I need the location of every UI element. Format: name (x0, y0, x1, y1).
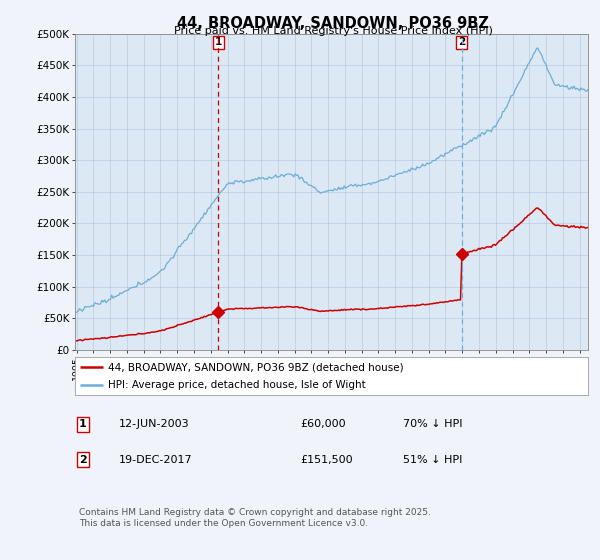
Text: 51% ↓ HPI: 51% ↓ HPI (403, 455, 463, 465)
Text: 1: 1 (79, 419, 87, 429)
Text: 2: 2 (79, 455, 87, 465)
Text: 1: 1 (215, 38, 222, 48)
Text: HPI: Average price, detached house, Isle of Wight: HPI: Average price, detached house, Isle… (109, 380, 366, 390)
Text: Contains HM Land Registry data © Crown copyright and database right 2025.
This d: Contains HM Land Registry data © Crown c… (79, 508, 431, 528)
Text: 12-JUN-2003: 12-JUN-2003 (119, 419, 189, 429)
Text: 19-DEC-2017: 19-DEC-2017 (119, 455, 192, 465)
Text: 44, BROADWAY, SANDOWN, PO36 9BZ (detached house): 44, BROADWAY, SANDOWN, PO36 9BZ (detache… (109, 362, 404, 372)
Text: £151,500: £151,500 (301, 455, 353, 465)
Text: £60,000: £60,000 (301, 419, 346, 429)
Text: 2: 2 (458, 38, 465, 48)
Text: 44, BROADWAY, SANDOWN, PO36 9BZ: 44, BROADWAY, SANDOWN, PO36 9BZ (177, 16, 489, 31)
Text: 70% ↓ HPI: 70% ↓ HPI (403, 419, 463, 429)
Text: Price paid vs. HM Land Registry's House Price Index (HPI): Price paid vs. HM Land Registry's House … (173, 26, 493, 36)
